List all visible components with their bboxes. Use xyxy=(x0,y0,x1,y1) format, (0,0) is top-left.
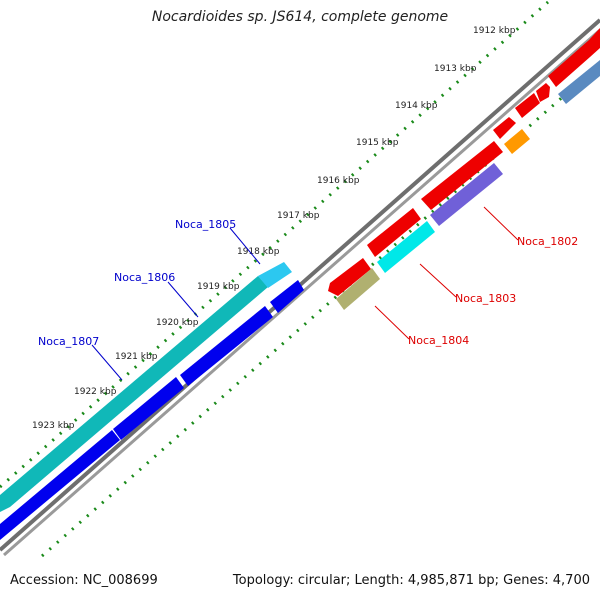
kbp-label: 1922 kbp xyxy=(74,387,117,397)
gene-arrow xyxy=(258,262,292,288)
gene-arrow xyxy=(421,141,503,210)
genome-summary-text: Topology: circular; Length: 4,985,871 bp… xyxy=(232,573,590,588)
kbp-label: 1916 kbp xyxy=(317,176,360,186)
gene-arrow xyxy=(504,129,530,154)
gene-arrow xyxy=(0,430,120,540)
gene-label-noca-1806: Noca_1806 xyxy=(114,271,175,284)
kbp-label: 1918 kbp xyxy=(237,247,280,257)
kbp-label: 1923 kbp xyxy=(32,421,75,431)
reverse-strand-genes xyxy=(0,262,304,540)
gene-arrow xyxy=(515,93,540,118)
gene-arrow xyxy=(558,60,600,104)
kbp-label: 1912 kbp xyxy=(473,26,516,36)
accession-text: Accession: NC_008699 xyxy=(10,573,158,588)
kbp-label: 1919 kbp xyxy=(197,282,240,292)
outer-tick-track xyxy=(0,0,549,489)
kbp-label: 1915 kbp xyxy=(356,138,399,148)
gene-arrow xyxy=(493,117,516,139)
gene-arrow xyxy=(270,280,304,313)
gene-label-noca-1802: Noca_1802 xyxy=(517,235,578,248)
forward-strand-genes xyxy=(328,28,600,310)
gene-arrow xyxy=(536,83,550,102)
gene-arrow xyxy=(180,306,273,386)
gene-arrow xyxy=(336,268,380,310)
kbp-label: 1917 kbp xyxy=(277,211,320,221)
gene-arrow xyxy=(328,258,371,296)
gene-labels: Noca_1802 Noca_1803 Noca_1804 Noca_1805 … xyxy=(38,206,578,381)
kbp-label: 1920 kbp xyxy=(156,318,199,328)
leader-line xyxy=(374,305,410,340)
kbp-label: 1913 kbp xyxy=(434,64,477,74)
leader-line xyxy=(483,206,519,241)
gene-arrow xyxy=(113,377,184,440)
gene-label-noca-1804: Noca_1804 xyxy=(408,334,469,347)
genome-title: Nocardioides sp. JS614, complete genome xyxy=(151,9,449,25)
leader-line xyxy=(167,281,199,318)
gene-arrow xyxy=(367,208,421,257)
gene-label-noca-1807: Noca_1807 xyxy=(38,335,99,348)
gene-label-noca-1803: Noca_1803 xyxy=(455,292,516,305)
kbp-scale: 1912 kbp 1913 kbp 1914 kbp 1915 kbp 1916… xyxy=(32,26,516,431)
gene-arrow xyxy=(0,276,268,512)
kbp-label: 1914 kbp xyxy=(395,101,438,111)
gene-label-noca-1805: Noca_1805 xyxy=(175,218,236,231)
kbp-label: 1921 kbp xyxy=(115,352,158,362)
gene-arrow xyxy=(430,163,503,226)
inner-tick-track xyxy=(41,62,600,558)
leader-line xyxy=(229,227,261,265)
gene-arrow xyxy=(377,221,435,273)
leader-line xyxy=(419,263,457,298)
leader-line xyxy=(91,344,123,381)
gene-arrow xyxy=(548,28,600,87)
tick-tracks xyxy=(0,0,600,558)
